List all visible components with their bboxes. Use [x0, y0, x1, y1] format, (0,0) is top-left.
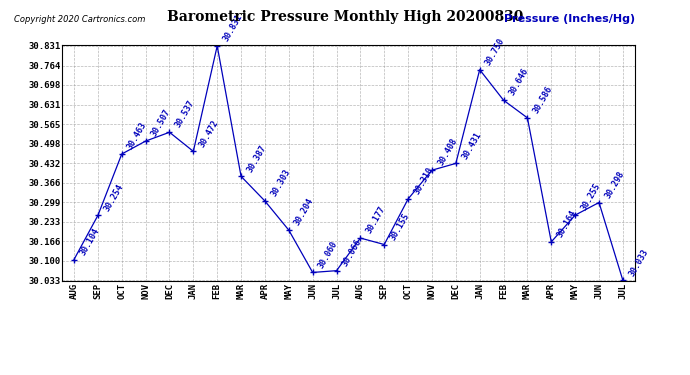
Text: 30.104: 30.104	[78, 226, 101, 257]
Text: 30.164: 30.164	[555, 209, 578, 239]
Text: 30.831: 30.831	[221, 13, 244, 43]
Text: 30.060: 30.060	[317, 239, 339, 270]
Text: Pressure (Inches/Hg): Pressure (Inches/Hg)	[504, 14, 635, 24]
Text: 30.537: 30.537	[174, 99, 197, 129]
Text: 30.750: 30.750	[484, 36, 506, 67]
Text: Barometric Pressure Monthly High 20200830: Barometric Pressure Monthly High 2020083…	[167, 10, 523, 24]
Text: 30.387: 30.387	[245, 143, 268, 174]
Text: 30.431: 30.431	[460, 130, 483, 160]
Text: 30.472: 30.472	[197, 118, 220, 148]
Text: 30.204: 30.204	[293, 197, 316, 227]
Text: Copyright 2020 Cartronics.com: Copyright 2020 Cartronics.com	[14, 15, 145, 24]
Text: 30.033: 30.033	[627, 247, 650, 278]
Text: 30.298: 30.298	[603, 169, 626, 200]
Text: 30.155: 30.155	[388, 211, 411, 242]
Text: 30.310: 30.310	[412, 166, 435, 196]
Text: 30.066: 30.066	[341, 237, 364, 268]
Text: 30.586: 30.586	[531, 85, 554, 115]
Text: 30.408: 30.408	[436, 137, 459, 167]
Text: 30.177: 30.177	[364, 205, 387, 235]
Text: 30.646: 30.646	[508, 67, 531, 98]
Text: 30.303: 30.303	[269, 168, 292, 198]
Text: 30.463: 30.463	[126, 121, 149, 151]
Text: 30.254: 30.254	[102, 182, 125, 213]
Text: 30.255: 30.255	[580, 182, 602, 212]
Text: 30.507: 30.507	[150, 108, 172, 138]
